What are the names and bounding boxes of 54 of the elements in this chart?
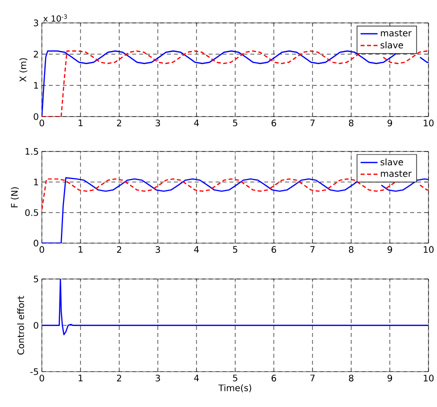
text: x 10$^{-3}$: [43, 14, 67, 22]
x-tick-label: 8: [348, 246, 354, 254]
y-axis-title: Control effort: [17, 296, 24, 355]
y-axis-title: X (m): [19, 58, 28, 82]
x-tick-label: 9: [388, 246, 392, 254]
x-tick-label: 1: [78, 246, 83, 253]
x-tick-label: 10: [424, 374, 434, 382]
x-tick-label: 4: [194, 120, 199, 126]
x-tick-label: 6: [272, 246, 276, 254]
x-tick-label: 3: [156, 246, 160, 254]
x-tick-label: 4: [194, 246, 199, 253]
x-tick-label: 2: [117, 120, 122, 126]
y-tick-label: 2: [34, 51, 38, 58]
x-tick-label: 0: [40, 246, 44, 254]
y-tick-label: -5: [30, 368, 38, 376]
x-tick-label: 1: [78, 120, 83, 126]
legend-label: master: [380, 30, 412, 37]
y-tick-label: 5: [34, 276, 38, 283]
x-tick-label: 7: [310, 374, 315, 382]
x-tick-label: 1: [78, 374, 83, 382]
x-tick-label: 5: [233, 374, 238, 382]
x-tick-label: 9: [388, 120, 392, 127]
line-series: [42, 279, 428, 336]
y-tick-label: 0.5: [25, 209, 38, 216]
x-tick-label: 0: [40, 120, 44, 127]
y-tick-label: 0: [34, 113, 38, 120]
y-tick-label: 0: [34, 240, 38, 247]
y-tick-label: 0: [34, 322, 38, 329]
x-tick-label: 3: [156, 374, 160, 382]
x-tick-label: 6: [272, 374, 276, 382]
x-tick-label: 2: [117, 246, 122, 253]
legend-label: slave: [380, 158, 404, 166]
x-tick-label: 5: [233, 246, 238, 254]
x-tick-label: 8: [348, 120, 354, 127]
x-tick-label: 8: [348, 374, 354, 382]
x-tick-label: 0: [40, 374, 44, 382]
x-tick-label: 2: [117, 374, 122, 382]
y-tick-label: 1: [34, 82, 38, 89]
x-axis-title: Time(s): [218, 384, 252, 392]
x-tick-label: 9: [388, 374, 392, 382]
y-tick-label: 1: [34, 178, 38, 186]
x-tick-label: 10: [424, 120, 434, 127]
y-axis-title: F (N): [10, 187, 19, 208]
y-tick-label: 1.5: [26, 148, 38, 155]
legend-label: slave: [380, 42, 404, 49]
x-tick-label: 7: [310, 120, 315, 126]
x-tick-label: 3: [156, 120, 160, 127]
x-tick-label: 5: [233, 120, 238, 126]
x-tick-label: 6: [272, 120, 276, 127]
x-tick-label: 7: [310, 246, 315, 253]
legend-label: master: [380, 170, 412, 178]
y-tick-label: 3: [34, 20, 38, 27]
x-tick-label: 10: [424, 246, 434, 254]
x-tick-label: 4: [194, 374, 199, 382]
